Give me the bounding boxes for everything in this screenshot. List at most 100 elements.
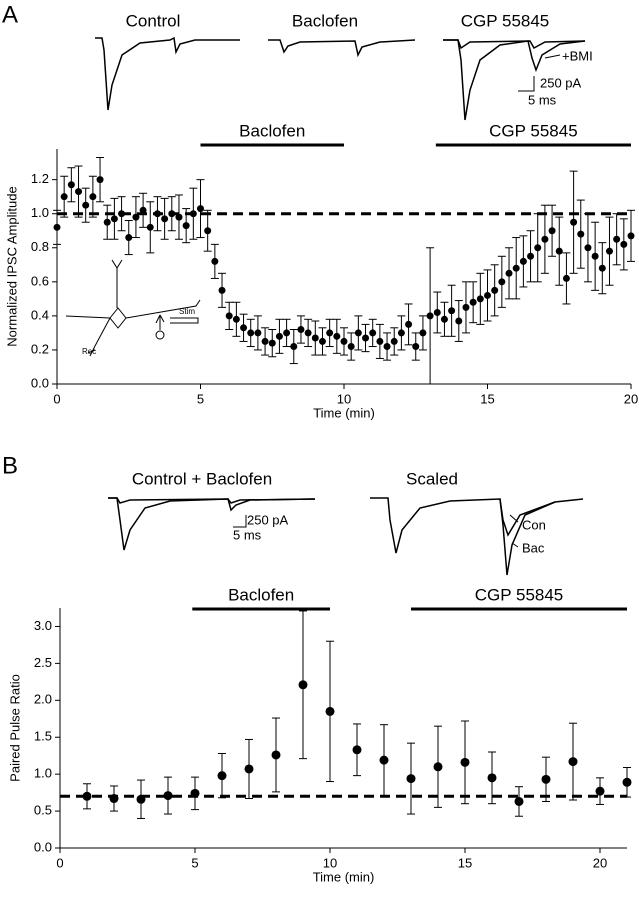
inset-diagram bbox=[65, 259, 201, 357]
data-point bbox=[161, 215, 169, 223]
scale-label: 5 ms bbox=[528, 92, 557, 107]
x-tick-label: 5 bbox=[197, 391, 204, 406]
data-point bbox=[96, 176, 104, 184]
data-point bbox=[476, 295, 484, 303]
data-point bbox=[247, 329, 255, 337]
data-point bbox=[433, 308, 441, 316]
trace-label: Bac bbox=[522, 540, 545, 555]
y-tick-label: 1.0 bbox=[34, 766, 52, 781]
data-point bbox=[352, 745, 362, 755]
data-point bbox=[448, 307, 456, 315]
data-point bbox=[426, 312, 434, 320]
x-tick-label: 20 bbox=[624, 391, 638, 406]
data-point bbox=[103, 218, 111, 226]
data-point bbox=[627, 232, 635, 240]
trace-label: Scaled bbox=[406, 469, 458, 488]
panel-letter: A bbox=[2, 1, 18, 28]
data-point bbox=[67, 181, 75, 189]
data-point bbox=[605, 247, 613, 255]
x-tick-label: 15 bbox=[458, 855, 472, 870]
data-point bbox=[598, 264, 606, 272]
data-point bbox=[182, 222, 190, 230]
scale-label: 250 pA bbox=[540, 75, 582, 90]
panel-letter: B bbox=[2, 452, 18, 479]
y-axis-label: Paired Pulse Ratio bbox=[7, 674, 22, 782]
trace-label: Baclofen bbox=[292, 11, 358, 30]
data-point bbox=[469, 298, 477, 306]
data-point bbox=[460, 757, 470, 767]
data-point bbox=[225, 312, 233, 320]
y-tick-label: 0.6 bbox=[31, 273, 49, 288]
data-point bbox=[290, 343, 298, 351]
x-axis-label: Time (min) bbox=[313, 869, 375, 884]
y-tick-label: 0.0 bbox=[31, 375, 49, 390]
y-tick-label: 3.0 bbox=[34, 618, 52, 633]
data-point bbox=[440, 315, 448, 323]
y-tick-label: 0.0 bbox=[34, 839, 52, 854]
data-point bbox=[487, 773, 497, 783]
data-point bbox=[620, 240, 628, 248]
data-point bbox=[268, 339, 276, 347]
data-point bbox=[519, 257, 527, 265]
data-point bbox=[555, 247, 563, 255]
data-point bbox=[412, 343, 420, 351]
data-point bbox=[283, 329, 291, 337]
data-point bbox=[591, 252, 599, 260]
data-point bbox=[211, 257, 219, 265]
data-point bbox=[390, 337, 398, 345]
y-tick-label: 2.0 bbox=[34, 692, 52, 707]
scale-label: 5 ms bbox=[233, 527, 262, 542]
data-point bbox=[498, 278, 506, 286]
data-point bbox=[362, 334, 370, 342]
period-label: CGP 55845 bbox=[489, 121, 578, 140]
data-point bbox=[53, 223, 61, 231]
x-tick-label: 0 bbox=[53, 391, 60, 406]
data-point bbox=[484, 291, 491, 299]
scale-label: 250 pA bbox=[247, 512, 289, 527]
period-label: Baclofen bbox=[228, 585, 294, 604]
data-point bbox=[433, 762, 443, 772]
trace-label: Control + Baclofen bbox=[132, 469, 272, 488]
data-point bbox=[254, 329, 262, 337]
data-point bbox=[82, 791, 92, 801]
inset-label: Stim bbox=[179, 307, 195, 316]
data-point bbox=[175, 213, 183, 221]
data-point bbox=[462, 303, 470, 311]
data-point bbox=[189, 210, 197, 218]
data-point bbox=[125, 234, 133, 242]
data-point bbox=[261, 337, 269, 345]
trace-label: CGP 55845 bbox=[461, 11, 550, 30]
data-point bbox=[584, 244, 592, 252]
data-point bbox=[406, 774, 416, 784]
data-point bbox=[562, 274, 570, 282]
period-label: Baclofen bbox=[239, 121, 305, 140]
data-point bbox=[541, 774, 551, 784]
data-point bbox=[541, 235, 549, 243]
data-point bbox=[118, 210, 126, 218]
data-point bbox=[613, 235, 621, 243]
data-point bbox=[110, 215, 118, 223]
traces bbox=[95, 36, 586, 121]
data-point bbox=[146, 223, 154, 231]
data-point bbox=[271, 750, 281, 760]
data-point bbox=[369, 329, 377, 337]
x-axis-label: Time (min) bbox=[313, 405, 375, 420]
x-tick-label: 20 bbox=[593, 855, 607, 870]
data-point bbox=[534, 244, 542, 252]
data-point bbox=[514, 796, 524, 806]
data-point bbox=[297, 326, 305, 334]
data-point bbox=[232, 315, 240, 323]
data-point bbox=[622, 777, 632, 787]
data-point bbox=[376, 337, 384, 345]
data-point bbox=[132, 213, 140, 221]
data-point bbox=[275, 332, 283, 340]
y-tick-label: 1.0 bbox=[31, 205, 49, 220]
x-tick-label: 5 bbox=[191, 855, 198, 870]
y-axis-label: Normalized IPSC Amplitude bbox=[4, 186, 19, 346]
y-tick-label: 0.2 bbox=[31, 341, 49, 356]
trace-label: Con bbox=[522, 517, 546, 532]
data-point bbox=[548, 227, 556, 235]
data-point bbox=[318, 337, 326, 345]
data-point bbox=[217, 771, 227, 781]
